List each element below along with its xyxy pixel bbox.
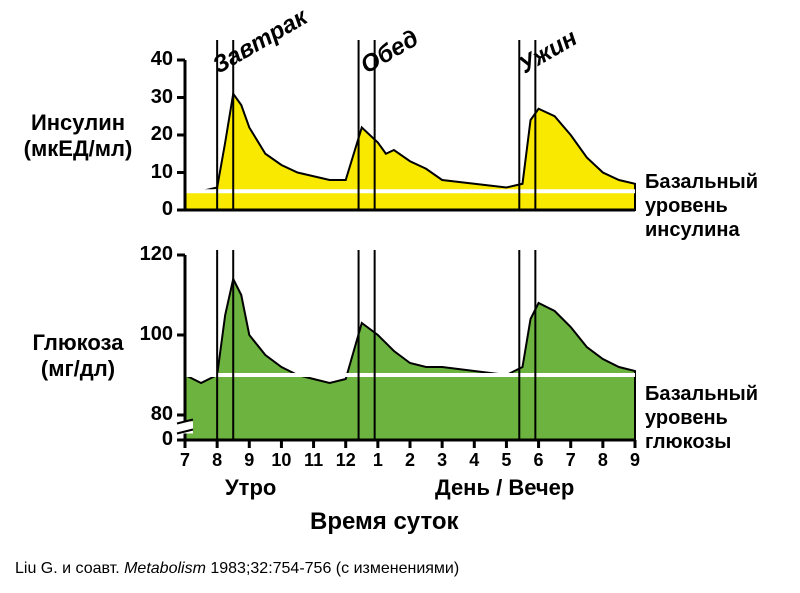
x-axis-title: Время суток — [310, 508, 459, 536]
glucose-ytick: 80 — [127, 403, 173, 426]
insulin-ytick: 10 — [135, 161, 173, 184]
x-period-morning: Утро — [225, 475, 276, 501]
x-tick: 11 — [300, 450, 328, 471]
x-tick: 6 — [525, 450, 553, 471]
glucose-ytick: 120 — [127, 243, 173, 266]
x-tick: 1 — [364, 450, 392, 471]
x-tick: 12 — [332, 450, 360, 471]
x-tick: 10 — [267, 450, 295, 471]
x-tick: 4 — [460, 450, 488, 471]
insulin-ytick: 20 — [135, 123, 173, 146]
x-tick: 2 — [396, 450, 424, 471]
chart-container: Завтрак Обед Ужин Инсулин (мкЕД/мл) База… — [0, 0, 800, 593]
x-tick: 7 — [557, 450, 585, 471]
glucose-ytick: 0 — [127, 428, 173, 451]
citation-prefix: Liu G. и соавт. — [15, 560, 124, 577]
x-tick: 7 — [171, 450, 199, 471]
x-tick: 5 — [492, 450, 520, 471]
x-tick: 3 — [428, 450, 456, 471]
citation: Liu G. и соавт. Metabolism 1983;32:754-7… — [15, 560, 459, 578]
x-tick: 9 — [235, 450, 263, 471]
citation-journal: Metabolism — [124, 560, 206, 577]
insulin-ytick: 0 — [135, 198, 173, 221]
chart-svg — [0, 0, 800, 593]
x-tick: 9 — [621, 450, 649, 471]
x-tick: 8 — [589, 450, 617, 471]
x-tick: 8 — [203, 450, 231, 471]
glucose-ytick: 100 — [127, 323, 173, 346]
citation-suffix: 1983;32:754-756 (с изменениями) — [206, 560, 459, 577]
x-period-dayeve: День / Вечер — [435, 475, 574, 501]
insulin-ytick: 30 — [135, 86, 173, 109]
insulin-ytick: 40 — [135, 48, 173, 71]
